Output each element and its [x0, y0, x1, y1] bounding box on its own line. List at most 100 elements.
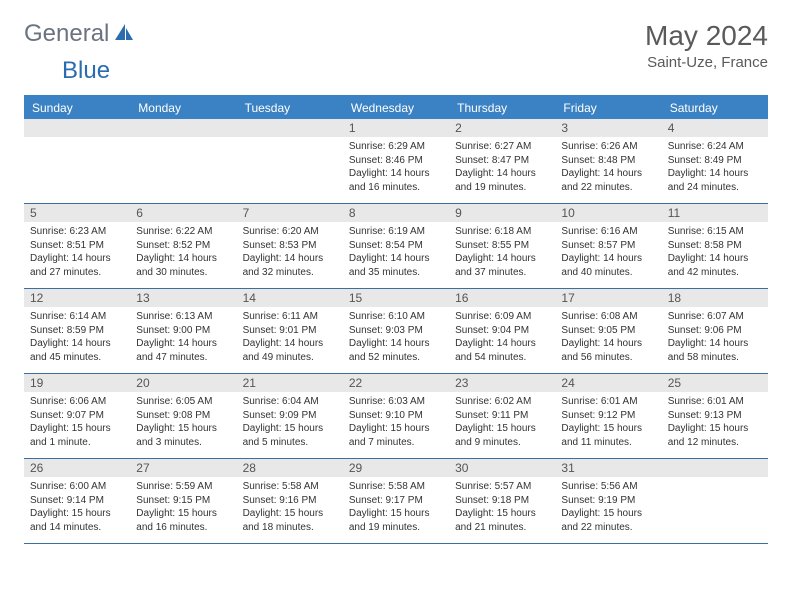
title-block: May 2024 Saint-Uze, France	[645, 20, 768, 71]
empty-day	[24, 119, 130, 137]
logo: General	[24, 20, 137, 48]
day-info: Sunrise: 6:09 AMSunset: 9:04 PMDaylight:…	[449, 307, 555, 368]
calendar-cell	[24, 119, 130, 203]
day-info: Sunrise: 6:10 AMSunset: 9:03 PMDaylight:…	[343, 307, 449, 368]
calendar-cell: 10Sunrise: 6:16 AMSunset: 8:57 PMDayligh…	[555, 204, 661, 288]
calendar-cell: 2Sunrise: 6:27 AMSunset: 8:47 PMDaylight…	[449, 119, 555, 203]
day-number: 24	[555, 374, 661, 392]
day-number: 5	[24, 204, 130, 222]
day-info: Sunrise: 6:14 AMSunset: 8:59 PMDaylight:…	[24, 307, 130, 368]
calendar-cell: 12Sunrise: 6:14 AMSunset: 8:59 PMDayligh…	[24, 289, 130, 373]
day-info: Sunrise: 6:01 AMSunset: 9:13 PMDaylight:…	[662, 392, 768, 453]
empty-day	[662, 459, 768, 477]
calendar-row: 12Sunrise: 6:14 AMSunset: 8:59 PMDayligh…	[24, 289, 768, 374]
day-info: Sunrise: 6:26 AMSunset: 8:48 PMDaylight:…	[555, 137, 661, 198]
day-info: Sunrise: 5:58 AMSunset: 9:17 PMDaylight:…	[343, 477, 449, 538]
calendar-cell: 26Sunrise: 6:00 AMSunset: 9:14 PMDayligh…	[24, 459, 130, 543]
day-number: 3	[555, 119, 661, 137]
calendar-row: 19Sunrise: 6:06 AMSunset: 9:07 PMDayligh…	[24, 374, 768, 459]
calendar-row: 26Sunrise: 6:00 AMSunset: 9:14 PMDayligh…	[24, 459, 768, 544]
day-number: 20	[130, 374, 236, 392]
calendar-cell: 28Sunrise: 5:58 AMSunset: 9:16 PMDayligh…	[237, 459, 343, 543]
day-number: 14	[237, 289, 343, 307]
calendar-cell: 4Sunrise: 6:24 AMSunset: 8:49 PMDaylight…	[662, 119, 768, 203]
calendar-cell: 27Sunrise: 5:59 AMSunset: 9:15 PMDayligh…	[130, 459, 236, 543]
day-info: Sunrise: 6:22 AMSunset: 8:52 PMDaylight:…	[130, 222, 236, 283]
day-info: Sunrise: 6:19 AMSunset: 8:54 PMDaylight:…	[343, 222, 449, 283]
calendar-cell: 25Sunrise: 6:01 AMSunset: 9:13 PMDayligh…	[662, 374, 768, 458]
day-number: 19	[24, 374, 130, 392]
day-info: Sunrise: 6:29 AMSunset: 8:46 PMDaylight:…	[343, 137, 449, 198]
day-info: Sunrise: 6:00 AMSunset: 9:14 PMDaylight:…	[24, 477, 130, 538]
day-number: 29	[343, 459, 449, 477]
calendar-cell: 7Sunrise: 6:20 AMSunset: 8:53 PMDaylight…	[237, 204, 343, 288]
day-number: 25	[662, 374, 768, 392]
day-info: Sunrise: 6:18 AMSunset: 8:55 PMDaylight:…	[449, 222, 555, 283]
day-number: 15	[343, 289, 449, 307]
day-number: 6	[130, 204, 236, 222]
day-info: Sunrise: 5:57 AMSunset: 9:18 PMDaylight:…	[449, 477, 555, 538]
day-number: 27	[130, 459, 236, 477]
calendar-cell: 24Sunrise: 6:01 AMSunset: 9:12 PMDayligh…	[555, 374, 661, 458]
empty-day	[237, 119, 343, 137]
day-number: 21	[237, 374, 343, 392]
day-info: Sunrise: 5:56 AMSunset: 9:19 PMDaylight:…	[555, 477, 661, 538]
calendar-cell	[237, 119, 343, 203]
day-number: 18	[662, 289, 768, 307]
weekday-header: Tuesday	[237, 97, 343, 119]
day-number: 28	[237, 459, 343, 477]
day-number: 11	[662, 204, 768, 222]
day-info: Sunrise: 6:15 AMSunset: 8:58 PMDaylight:…	[662, 222, 768, 283]
calendar-cell: 16Sunrise: 6:09 AMSunset: 9:04 PMDayligh…	[449, 289, 555, 373]
empty-day	[130, 119, 236, 137]
calendar: SundayMondayTuesdayWednesdayThursdayFrid…	[24, 95, 768, 544]
day-info: Sunrise: 6:23 AMSunset: 8:51 PMDaylight:…	[24, 222, 130, 283]
calendar-cell: 21Sunrise: 6:04 AMSunset: 9:09 PMDayligh…	[237, 374, 343, 458]
day-info: Sunrise: 6:27 AMSunset: 8:47 PMDaylight:…	[449, 137, 555, 198]
calendar-cell: 13Sunrise: 6:13 AMSunset: 9:00 PMDayligh…	[130, 289, 236, 373]
calendar-row: 5Sunrise: 6:23 AMSunset: 8:51 PMDaylight…	[24, 204, 768, 289]
calendar-cell: 19Sunrise: 6:06 AMSunset: 9:07 PMDayligh…	[24, 374, 130, 458]
weekday-header: Sunday	[24, 97, 130, 119]
day-number: 8	[343, 204, 449, 222]
calendar-header-row: SundayMondayTuesdayWednesdayThursdayFrid…	[24, 95, 768, 119]
day-info: Sunrise: 6:05 AMSunset: 9:08 PMDaylight:…	[130, 392, 236, 453]
day-info: Sunrise: 6:11 AMSunset: 9:01 PMDaylight:…	[237, 307, 343, 368]
logo-text-1: General	[24, 20, 109, 48]
calendar-cell: 5Sunrise: 6:23 AMSunset: 8:51 PMDaylight…	[24, 204, 130, 288]
calendar-cell: 8Sunrise: 6:19 AMSunset: 8:54 PMDaylight…	[343, 204, 449, 288]
calendar-cell: 14Sunrise: 6:11 AMSunset: 9:01 PMDayligh…	[237, 289, 343, 373]
day-number: 9	[449, 204, 555, 222]
weekday-header: Wednesday	[343, 97, 449, 119]
day-number: 12	[24, 289, 130, 307]
location: Saint-Uze, France	[645, 54, 768, 71]
calendar-page: General May 2024 Saint-Uze, France Blue …	[0, 0, 792, 564]
day-number: 1	[343, 119, 449, 137]
day-info: Sunrise: 6:24 AMSunset: 8:49 PMDaylight:…	[662, 137, 768, 198]
weekday-header: Saturday	[662, 97, 768, 119]
day-number: 4	[662, 119, 768, 137]
day-info: Sunrise: 5:59 AMSunset: 9:15 PMDaylight:…	[130, 477, 236, 538]
day-info: Sunrise: 6:13 AMSunset: 9:00 PMDaylight:…	[130, 307, 236, 368]
day-info: Sunrise: 6:20 AMSunset: 8:53 PMDaylight:…	[237, 222, 343, 283]
logo-sail-icon	[113, 22, 135, 47]
day-number: 2	[449, 119, 555, 137]
day-number: 13	[130, 289, 236, 307]
calendar-cell: 1Sunrise: 6:29 AMSunset: 8:46 PMDaylight…	[343, 119, 449, 203]
calendar-cell: 18Sunrise: 6:07 AMSunset: 9:06 PMDayligh…	[662, 289, 768, 373]
calendar-body: 1Sunrise: 6:29 AMSunset: 8:46 PMDaylight…	[24, 119, 768, 544]
calendar-cell: 22Sunrise: 6:03 AMSunset: 9:10 PMDayligh…	[343, 374, 449, 458]
day-number: 22	[343, 374, 449, 392]
day-number: 23	[449, 374, 555, 392]
day-info: Sunrise: 6:08 AMSunset: 9:05 PMDaylight:…	[555, 307, 661, 368]
day-info: Sunrise: 6:16 AMSunset: 8:57 PMDaylight:…	[555, 222, 661, 283]
day-number: 10	[555, 204, 661, 222]
day-info: Sunrise: 6:03 AMSunset: 9:10 PMDaylight:…	[343, 392, 449, 453]
day-info: Sunrise: 6:02 AMSunset: 9:11 PMDaylight:…	[449, 392, 555, 453]
calendar-cell: 20Sunrise: 6:05 AMSunset: 9:08 PMDayligh…	[130, 374, 236, 458]
day-info: Sunrise: 6:04 AMSunset: 9:09 PMDaylight:…	[237, 392, 343, 453]
day-number: 30	[449, 459, 555, 477]
calendar-cell	[130, 119, 236, 203]
calendar-cell: 11Sunrise: 6:15 AMSunset: 8:58 PMDayligh…	[662, 204, 768, 288]
day-info: Sunrise: 5:58 AMSunset: 9:16 PMDaylight:…	[237, 477, 343, 538]
